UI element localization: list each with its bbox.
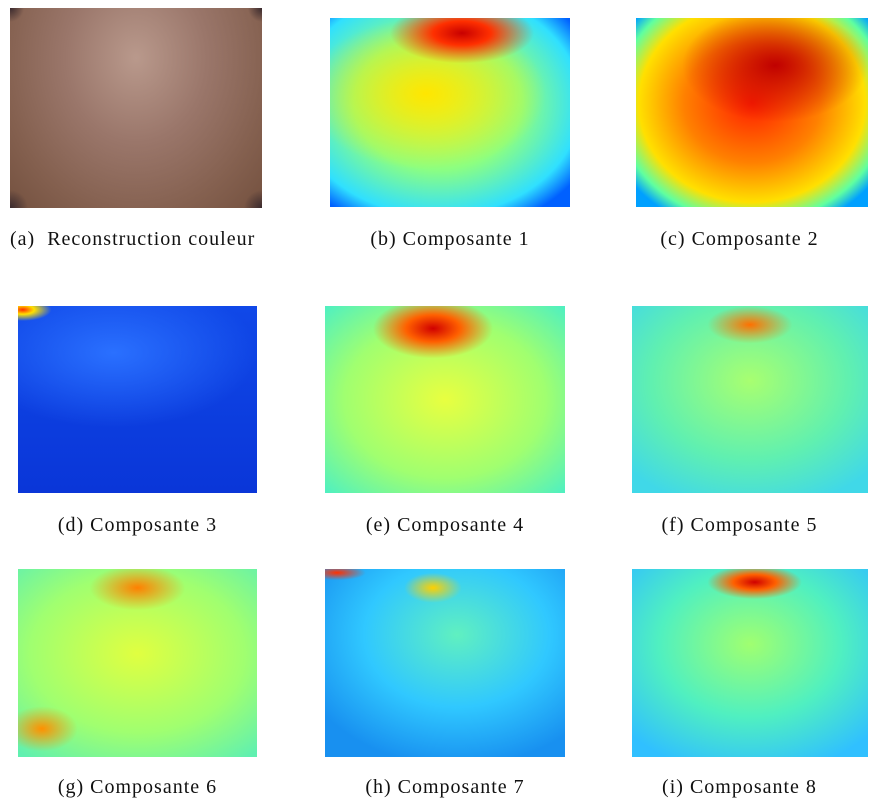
caption-text: Composante 1: [402, 228, 530, 250]
panel-image: [18, 306, 257, 493]
caption-label: (a): [10, 228, 36, 250]
caption: (g) Composante 6: [0, 774, 275, 800]
caption-text: Composante 5: [690, 514, 818, 536]
caption-label: (e): [365, 514, 392, 536]
caption-label: (f): [661, 514, 685, 536]
caption-text: Reconstruction couleur: [47, 228, 256, 250]
panel-image: [10, 8, 262, 208]
caption-label: (d): [57, 514, 85, 536]
caption-text: Composante 8: [689, 776, 817, 798]
caption: (i) Composante 8: [610, 774, 869, 800]
caption: (a) Reconstruction couleur: [10, 226, 262, 252]
panel-image: [18, 569, 257, 757]
caption-text: Composante 2: [691, 228, 819, 250]
caption-label: (h): [365, 776, 392, 798]
panel-image: [330, 18, 570, 207]
panel-image: [632, 569, 868, 757]
caption-label: (c): [660, 228, 686, 250]
panel-image: [325, 306, 565, 493]
caption: (h) Composante 7: [305, 774, 585, 800]
caption-label: (b): [370, 228, 397, 250]
caption: (e) Composante 4: [305, 512, 585, 538]
caption-text: Composante 4: [397, 514, 525, 536]
caption-text: Composante 3: [90, 514, 218, 536]
panel-image: [632, 306, 868, 493]
caption-text: Composante 7: [397, 776, 525, 798]
caption-text: Composante 6: [90, 776, 218, 798]
caption-label: (i): [662, 776, 684, 798]
caption: (c) Composante 2: [610, 226, 869, 252]
caption: (f) Composante 5: [610, 512, 869, 538]
caption-label: (g): [57, 776, 85, 798]
panel-image: [636, 18, 868, 207]
caption: (d) Composante 3: [0, 512, 275, 538]
panel-image: [325, 569, 565, 757]
caption: (b) Composante 1: [310, 226, 590, 252]
